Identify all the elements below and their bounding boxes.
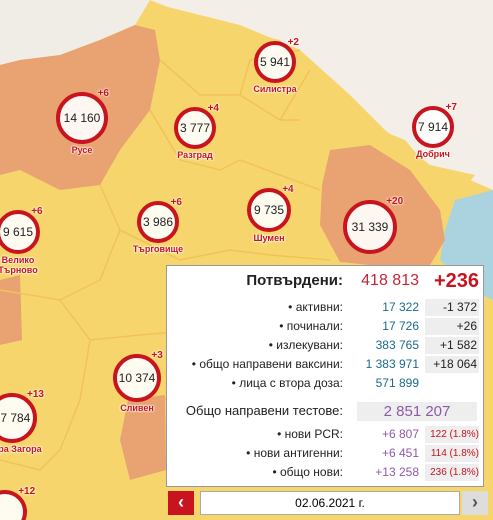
- row-value: 1 383 971: [365, 357, 419, 371]
- row-change: +1 582: [425, 337, 479, 354]
- marker-change: +20: [386, 196, 404, 207]
- marker-name: Русе: [71, 145, 93, 155]
- summary-row: • починали: 17 726 +26: [167, 318, 483, 335]
- row-share: 236 (1.8%): [425, 464, 479, 481]
- tests-label: Общо направени тестове:: [185, 403, 343, 418]
- tests-row: • нови антигенни: +6 451 114 (1.8%): [167, 445, 483, 462]
- marker-change: +4: [282, 184, 294, 195]
- prev-button[interactable]: ‹: [168, 491, 194, 515]
- summary-header: Потвърдени: 418 813 +236: [167, 270, 483, 296]
- row-label: • нови PCR:: [277, 427, 343, 441]
- row-label: • нови антигенни:: [246, 446, 343, 460]
- row-value: +13 258: [375, 465, 419, 479]
- summary-title: Потвърдени:: [246, 272, 343, 289]
- marker-value: 9 735: [247, 188, 291, 232]
- row-change: +26: [425, 318, 479, 335]
- marker-value: 3 986: [137, 201, 179, 243]
- tests-value: 2 851 207: [357, 402, 477, 421]
- row-value: 17 322: [382, 300, 419, 314]
- tests-row: • общо нови: +13 258 236 (1.8%): [167, 464, 483, 481]
- marker-change: +6: [31, 206, 43, 217]
- tests-header: Общо направени тестове: 2 851 207: [167, 402, 483, 422]
- row-change: -1 372: [425, 299, 479, 316]
- row-value: +6 451: [381, 446, 419, 460]
- borders: [0, 49, 331, 471]
- next-button[interactable]: ›: [462, 491, 488, 515]
- marker-name: Добрич: [416, 149, 450, 159]
- marker-name: Шумен: [253, 233, 285, 243]
- marker-name: Търговище: [132, 244, 184, 254]
- marker-value: 3 777: [174, 107, 216, 149]
- marker-change: +3: [151, 350, 163, 361]
- region-highlight: [120, 395, 166, 480]
- marker-value: 7 914: [412, 106, 454, 148]
- stats-panel: Потвърдени: 418 813 +236 • активни: 17 322 -1…: [166, 265, 484, 487]
- row-change: +18 064: [425, 356, 479, 373]
- marker-name: Велико Търново: [0, 255, 38, 275]
- date-bar: ‹ 02.06.2021 г. ›: [166, 490, 490, 517]
- row-value: +6 807: [381, 427, 419, 441]
- marker-change: +4: [207, 103, 219, 114]
- marker-name: Силистра: [253, 84, 297, 94]
- marker-value: 17 784: [0, 393, 37, 443]
- marker-value: 14 160: [56, 92, 108, 144]
- date-field[interactable]: 02.06.2021 г.: [200, 491, 460, 515]
- neighbor-land: [0, 0, 150, 65]
- row-label: • починали:: [279, 319, 343, 333]
- marker-value: 9 615: [0, 210, 40, 254]
- summary-total: 418 813: [361, 272, 419, 289]
- marker-value: 5 941: [254, 41, 296, 83]
- region-highlight: [0, 275, 22, 345]
- neighbor-land: [150, 0, 493, 190]
- row-label: • общо нови:: [272, 465, 343, 479]
- summary-row: • общо направени ваксини: 1 383 971 +18 06…: [167, 356, 483, 373]
- row-share: 114 (1.8%): [425, 445, 479, 462]
- row-value: 571 899: [375, 376, 419, 390]
- row-share: 122 (1.8%): [425, 426, 479, 443]
- row-label: • активни:: [288, 300, 343, 314]
- row-value: 17 726: [382, 319, 419, 333]
- row-label: • общо направени ваксини:: [191, 357, 343, 371]
- row-label: • лица с втора доза:: [231, 376, 343, 390]
- marker-change: +7: [445, 102, 457, 113]
- row-label: • излекувани:: [268, 338, 343, 352]
- row-value: 383 765: [375, 338, 419, 352]
- marker-name: Стара Загора: [0, 444, 42, 454]
- summary-row: • излекувани: 383 765 +1 582: [167, 337, 483, 354]
- summary-row: • активни: 17 322 -1 372: [167, 299, 483, 316]
- marker-name: Разград: [177, 150, 213, 160]
- marker-name: Сливен: [120, 403, 154, 413]
- marker-change: +13: [27, 389, 44, 400]
- tests-row: • нови PCR: +6 807 122 (1.8%): [167, 426, 483, 443]
- marker-change: +12: [18, 486, 36, 497]
- marker-change: +6: [170, 197, 182, 208]
- marker-change: +2: [287, 37, 299, 48]
- marker-value: 31 339: [343, 200, 397, 254]
- summary-row: • лица с втора доза: 571 899: [167, 375, 483, 392]
- marker-value: 10 374: [113, 354, 161, 402]
- summary-change: +236: [433, 270, 479, 292]
- marker-change: +6: [97, 88, 109, 99]
